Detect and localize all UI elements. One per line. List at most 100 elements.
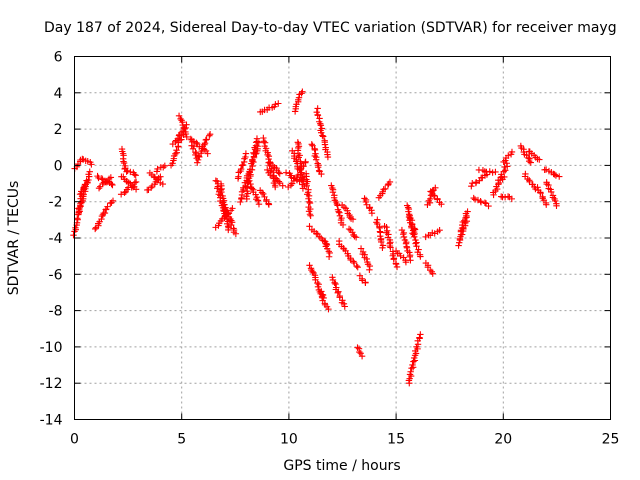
data-point bbox=[302, 158, 309, 165]
chart-title: Day 187 of 2024, Sidereal Day-to-day VTE… bbox=[44, 20, 617, 36]
data-point bbox=[407, 257, 414, 264]
data-point bbox=[400, 233, 408, 241]
data-point bbox=[455, 242, 462, 249]
data-point bbox=[305, 208, 313, 215]
data-point bbox=[311, 152, 318, 160]
data-point bbox=[189, 145, 197, 152]
data-point bbox=[470, 194, 477, 202]
data-point bbox=[356, 348, 363, 356]
y-tick-label: 0 bbox=[54, 158, 63, 174]
data-point bbox=[477, 198, 485, 206]
data-point bbox=[312, 276, 319, 284]
data-point bbox=[228, 221, 235, 229]
data-point bbox=[368, 209, 376, 217]
data-point bbox=[223, 209, 231, 216]
data-point bbox=[177, 115, 184, 123]
data-point bbox=[107, 174, 115, 181]
data-point bbox=[255, 200, 263, 208]
data-point bbox=[345, 225, 353, 233]
data-point bbox=[242, 150, 250, 157]
data-point bbox=[489, 169, 496, 176]
data-point bbox=[104, 178, 112, 185]
data-point bbox=[486, 168, 493, 175]
data-point bbox=[357, 245, 365, 252]
data-point bbox=[459, 218, 466, 226]
data-point bbox=[336, 294, 343, 301]
data-point bbox=[551, 171, 558, 178]
data-point bbox=[417, 331, 424, 338]
data-point bbox=[221, 214, 228, 221]
data-point bbox=[225, 210, 232, 217]
data-point bbox=[243, 193, 250, 200]
data-point bbox=[318, 170, 325, 178]
data-point bbox=[309, 268, 316, 276]
data-point bbox=[194, 159, 201, 166]
data-point bbox=[318, 129, 325, 136]
data-point bbox=[534, 184, 541, 191]
data-point bbox=[290, 175, 297, 182]
x-tick-label: 0 bbox=[70, 432, 79, 448]
data-point bbox=[556, 173, 563, 180]
data-point bbox=[508, 195, 515, 203]
data-point bbox=[363, 255, 370, 263]
data-point bbox=[306, 198, 313, 206]
y-tick-label: -4 bbox=[49, 231, 63, 247]
data-point bbox=[386, 178, 394, 186]
x-axis: 0 5 10 15 20 25 bbox=[70, 56, 619, 448]
data-point bbox=[427, 188, 434, 195]
data-point bbox=[120, 159, 128, 167]
data-point bbox=[218, 188, 225, 196]
data-point bbox=[536, 156, 543, 163]
data-point bbox=[172, 138, 179, 146]
data-point bbox=[413, 243, 420, 250]
data-point bbox=[159, 180, 167, 188]
data-point bbox=[276, 170, 283, 177]
data-point bbox=[542, 166, 550, 173]
data-point bbox=[390, 256, 397, 263]
data-point bbox=[500, 168, 508, 175]
data-point bbox=[248, 185, 256, 192]
data-point bbox=[266, 171, 274, 179]
data-point bbox=[214, 185, 221, 192]
data-point bbox=[279, 182, 286, 189]
data-point bbox=[408, 221, 416, 228]
data-point bbox=[325, 253, 333, 260]
data-point bbox=[109, 181, 116, 189]
data-point bbox=[366, 266, 373, 273]
data-point bbox=[468, 182, 475, 190]
data-point bbox=[353, 262, 360, 270]
data-point bbox=[361, 195, 368, 202]
data-point bbox=[329, 189, 337, 196]
data-point bbox=[325, 305, 332, 313]
data-point bbox=[473, 179, 480, 186]
data-point bbox=[173, 147, 180, 154]
data-point bbox=[254, 143, 261, 150]
data-point bbox=[393, 263, 401, 271]
data-point bbox=[548, 188, 555, 196]
data-point bbox=[354, 264, 361, 271]
data-point bbox=[312, 156, 320, 163]
data-point bbox=[249, 156, 256, 163]
data-point bbox=[305, 195, 312, 202]
data-point bbox=[525, 158, 533, 165]
x-tick-label: 10 bbox=[280, 432, 298, 448]
data-point bbox=[132, 186, 140, 193]
data-point bbox=[428, 188, 435, 196]
data-point bbox=[206, 130, 214, 138]
data-point bbox=[379, 244, 386, 252]
data-point bbox=[252, 150, 259, 158]
y-axis: -14 -12 -10 -8 -6 -4 -2 0 2 4 6 bbox=[40, 50, 611, 429]
data-point bbox=[313, 230, 320, 237]
data-point bbox=[232, 230, 240, 237]
data-point bbox=[407, 368, 414, 375]
data-point bbox=[549, 194, 557, 201]
data-point bbox=[264, 151, 271, 159]
data-point bbox=[410, 358, 417, 365]
data-point bbox=[98, 175, 105, 182]
data-point bbox=[340, 300, 348, 307]
data-point bbox=[260, 190, 267, 198]
data-point bbox=[80, 183, 88, 191]
data-point bbox=[193, 139, 200, 147]
data-point bbox=[306, 211, 314, 218]
